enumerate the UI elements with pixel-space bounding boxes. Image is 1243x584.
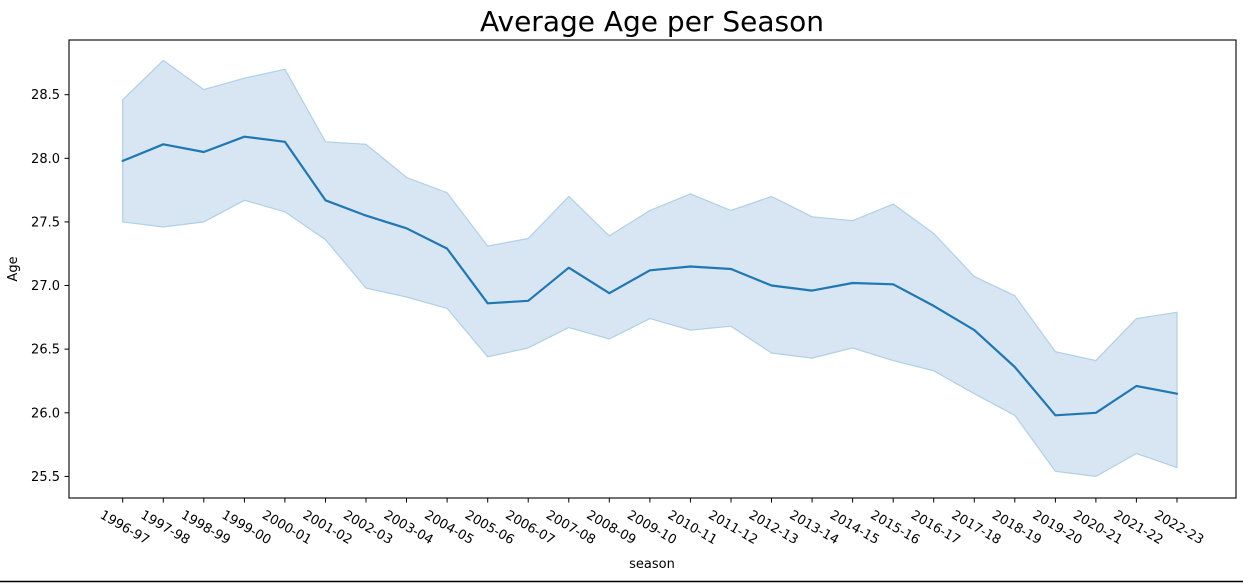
average-age-line xyxy=(121,135,1179,417)
y-tick-label: 27.0 xyxy=(31,279,60,294)
confidence-band-area xyxy=(122,59,1178,478)
x-axis-label: season xyxy=(629,557,675,572)
y-tick-label: 28.5 xyxy=(31,88,60,103)
y-tick-label: 28.0 xyxy=(31,152,60,167)
y-axis-label: Age xyxy=(6,256,21,281)
y-tick-label: 27.5 xyxy=(31,215,60,230)
chart-title: Average Age per Season xyxy=(480,5,824,38)
x-axis-ticks: 1996-971997-981998-991999-002000-012001-… xyxy=(97,498,1206,548)
y-axis-ticks: 25.5 26.0 26.5 27.0 27.5 28.0 28.5 xyxy=(31,88,69,485)
y-tick-label: 26.5 xyxy=(31,343,60,358)
plot-border xyxy=(68,39,1237,499)
y-tick-label: 25.5 xyxy=(31,470,60,485)
y-tick-label: 26.0 xyxy=(31,406,60,421)
